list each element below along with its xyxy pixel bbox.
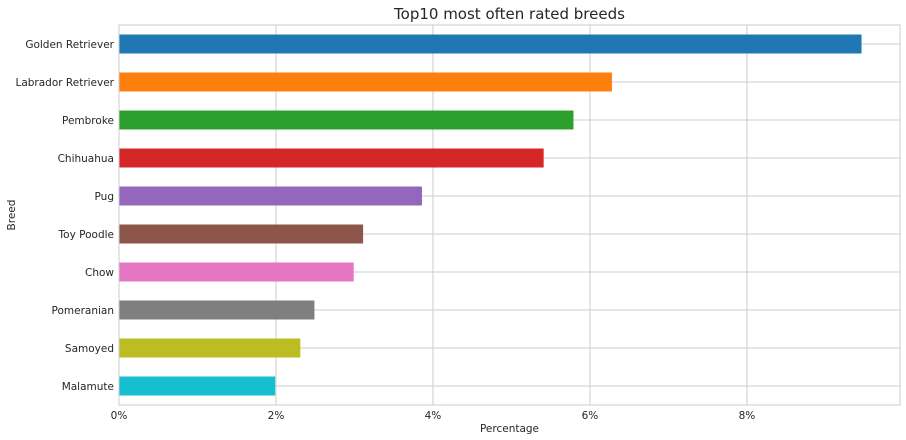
y-tick-label: Golden Retriever	[25, 39, 114, 51]
bar	[119, 186, 422, 206]
y-axis-title: Breed	[6, 200, 18, 231]
bar	[119, 110, 574, 130]
bar	[119, 72, 612, 92]
y-tick-labels: Golden Retriever Labrador Retriever Pembro…	[15, 39, 114, 393]
plot-frame	[118, 24, 901, 406]
bar	[119, 262, 354, 282]
y-tick-label: Pembroke	[62, 115, 114, 127]
x-tick-labels: 0% 2% 4% 6% 8%	[111, 410, 756, 422]
bars	[119, 34, 862, 396]
bar	[119, 376, 276, 396]
x-tick-label: 2%	[268, 410, 285, 422]
bar	[119, 338, 301, 358]
y-tick-label: Labrador Retriever	[15, 77, 114, 89]
bar	[119, 224, 364, 244]
y-tick-label: Malamute	[62, 381, 114, 393]
bar	[119, 148, 544, 168]
x-axis-title: Percentage	[480, 423, 539, 435]
x-tick-label: 6%	[582, 410, 599, 422]
y-tick-label: Pug	[95, 191, 114, 203]
bar	[119, 34, 862, 54]
chart-title: Top10 most often rated breeds	[393, 5, 625, 23]
y-tick-label: Toy Poodle	[58, 229, 114, 241]
y-tick-label: Chihuahua	[58, 153, 114, 165]
x-tick-label: 4%	[425, 410, 442, 422]
y-tick-label: Pomeranian	[52, 305, 114, 317]
y-tick-label: Samoyed	[65, 343, 114, 355]
x-tick-label: 0%	[111, 410, 128, 422]
bar	[119, 300, 315, 320]
y-tick-label: Chow	[85, 267, 114, 279]
x-tick-label: 8%	[739, 410, 756, 422]
